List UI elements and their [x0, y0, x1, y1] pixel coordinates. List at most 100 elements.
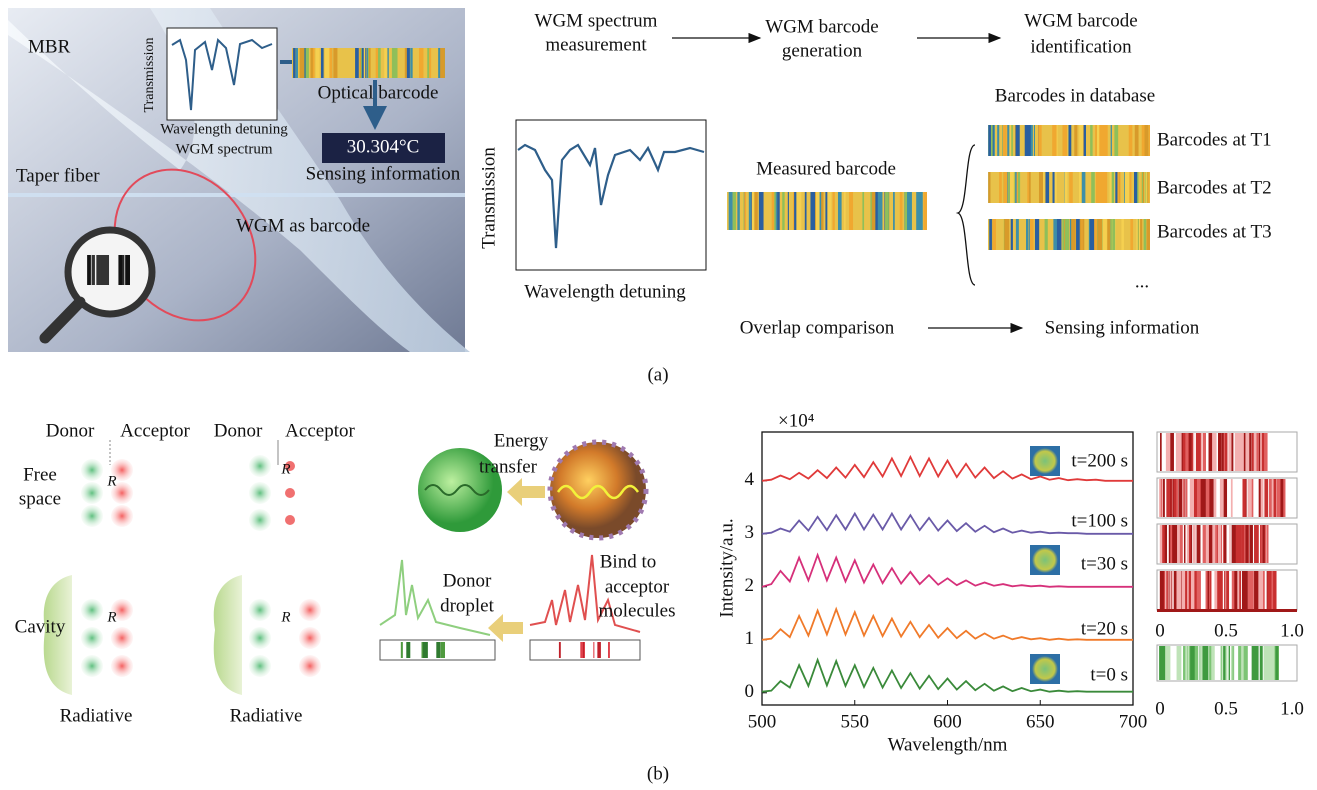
barcode-stripe	[993, 219, 996, 250]
label: Sensing information	[306, 163, 461, 184]
barcode-stripe	[1176, 571, 1181, 609]
barcode-stripe	[1147, 219, 1150, 250]
barcode-stripe	[1194, 646, 1198, 680]
barcode-stripe	[1267, 525, 1269, 563]
barcode-stripe	[1057, 219, 1062, 250]
molecule	[299, 599, 321, 621]
barcode-stripe	[752, 192, 755, 230]
barcode-stripe	[101, 255, 106, 285]
y-tick-label: 2	[745, 575, 755, 596]
barcode-stripe	[387, 48, 388, 78]
barcode-stripe	[438, 48, 440, 78]
barcode-stripe	[1114, 125, 1118, 156]
molecule	[81, 459, 103, 481]
barcode-stripe	[1084, 125, 1086, 156]
barcode-stripe	[1268, 646, 1273, 680]
barcode-stripe	[1166, 479, 1168, 517]
barcode-stripe	[729, 192, 733, 230]
molecule	[249, 599, 271, 621]
barcode-stripe	[1242, 571, 1246, 609]
barcode-stripe	[776, 192, 777, 230]
barcode-stripe	[989, 172, 991, 203]
barcode-stripe	[1065, 219, 1069, 250]
barcode-stripe	[1079, 125, 1083, 156]
barcode-stripe	[1263, 525, 1265, 563]
label: Cavity	[15, 616, 66, 637]
barcode-stripe	[1249, 433, 1251, 471]
barcode-stripe	[1016, 125, 1020, 156]
barcode-stripe	[1229, 433, 1231, 471]
barcode-stripe	[97, 255, 101, 285]
barcode-stripe	[359, 48, 360, 78]
barcode-stripe	[1003, 172, 1007, 203]
barcode-stripe	[1107, 219, 1110, 250]
label: WGM barcode	[1024, 10, 1137, 31]
barcode-stripe	[429, 48, 431, 78]
molecule	[111, 627, 133, 649]
barcode-stripe	[1197, 479, 1200, 517]
barcode-stripe	[313, 48, 315, 78]
barcode-stripe	[1232, 525, 1236, 563]
barcode-stripe	[440, 48, 445, 78]
barcode-stripe	[300, 48, 305, 78]
barcode-stripe	[1103, 219, 1107, 250]
series-line	[762, 609, 1133, 640]
barcode-stripe	[1146, 172, 1147, 203]
label: generation	[782, 40, 863, 61]
barcode-stripe	[1221, 479, 1223, 517]
barcode-stripe	[1011, 125, 1013, 156]
inset-ring	[1032, 547, 1058, 573]
barcode-stripe	[1136, 219, 1137, 250]
barcode-stripe	[1028, 219, 1030, 250]
barcode-stripe	[1196, 433, 1198, 471]
barcode-stripe	[419, 48, 423, 78]
barcode-stripe	[1190, 646, 1195, 680]
barcode-stripe	[406, 642, 410, 658]
label: acceptor	[605, 576, 670, 597]
barcode-stripe	[1118, 172, 1120, 203]
barcode-stripe	[1007, 125, 1009, 156]
colorbar-tick-label: 1.0	[1280, 698, 1304, 719]
barcode-stripe	[1200, 646, 1202, 680]
barcode-stripe	[1027, 172, 1029, 203]
barcode-stripe	[1177, 646, 1181, 680]
acceptor	[285, 515, 295, 525]
barcode-stripe	[1213, 433, 1216, 471]
series-label: t=200 s	[1071, 450, 1128, 471]
label: Optical barcode	[318, 82, 439, 103]
barcode-stripe	[1237, 571, 1239, 609]
figure: MBRTransmissionWavelength detuningWGM sp…	[0, 0, 1317, 790]
barcode-stripe	[782, 192, 784, 230]
barcode-stripe	[1245, 433, 1249, 471]
barcode-stripe	[1176, 433, 1177, 471]
barcode-stripe	[1212, 525, 1215, 563]
barcode-stripe	[1259, 433, 1260, 471]
label: molecules	[598, 600, 675, 621]
molecule	[249, 627, 271, 649]
label: Acceptor	[120, 420, 190, 441]
barcode-stripe	[862, 192, 864, 230]
barcode-stripe	[755, 192, 758, 230]
barcode-stripe	[1209, 525, 1212, 563]
barcode-stripe	[1096, 172, 1100, 203]
barcode-stripe	[1074, 125, 1077, 156]
barcode-stripe	[1167, 646, 1170, 680]
barcode-stripe	[1129, 125, 1133, 156]
barcode-stripe	[893, 192, 895, 230]
barcode-stripe	[1224, 646, 1225, 680]
series-label: t=0 s	[1090, 664, 1128, 685]
barcode-stripe	[310, 48, 313, 78]
barcode-stripe	[1250, 571, 1254, 609]
label: identification	[1030, 36, 1132, 57]
barcode-stripe	[1262, 433, 1264, 471]
label: transfer	[479, 456, 538, 477]
barcode-stripe	[376, 48, 378, 78]
label: Wavelength detuning	[160, 121, 288, 137]
barcode-stripe	[1005, 219, 1010, 250]
barcode-stripe	[1254, 525, 1259, 563]
colorbar-tick-label: 1.0	[1280, 620, 1304, 641]
barcode-stripe	[1239, 433, 1244, 471]
barcode-stripe	[1163, 479, 1165, 517]
barcode-stripe	[316, 48, 320, 78]
barcode-stripe	[1214, 479, 1216, 517]
